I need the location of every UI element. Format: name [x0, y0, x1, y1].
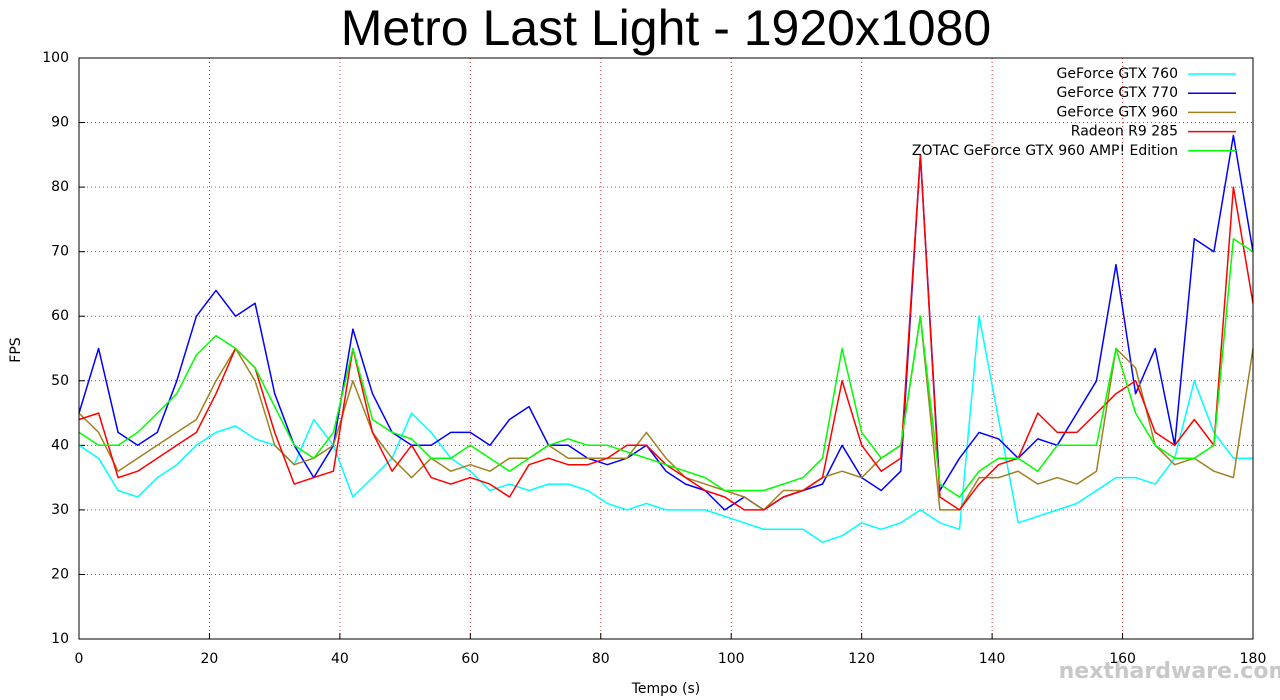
y-tick-label: 100 [42, 50, 69, 66]
y-tick-label: 60 [51, 308, 69, 324]
y-tick-label: 70 [51, 244, 69, 260]
series-line [78, 134, 1254, 511]
y-tick-label: 40 [51, 437, 69, 453]
x-tick-label: 180 [1240, 651, 1267, 667]
series-line [78, 315, 1254, 511]
x-tick-label: 0 [75, 651, 84, 667]
legend-label: GeForce GTX 760 [1057, 66, 1178, 82]
y-tick-label: 50 [51, 373, 69, 389]
legend-label: ZOTAC GeForce GTX 960 AMP! Edition [912, 143, 1178, 159]
y-tick-label: 30 [51, 502, 69, 518]
y-tick-label: 80 [51, 179, 69, 195]
series-line [78, 315, 1253, 543]
x-tick-label: 160 [1109, 651, 1136, 667]
x-tick-label: 140 [979, 651, 1006, 667]
x-tick-label: 100 [718, 651, 745, 667]
x-axis-label: Tempo (s) [631, 681, 701, 697]
x-tick-label: 60 [461, 651, 479, 667]
chart-title: Metro Last Light - 1920x1080 [341, 0, 991, 56]
y-tick-label: 90 [51, 115, 69, 131]
legend-label: Radeon R9 285 [1071, 124, 1178, 140]
y-axis-label: FPS [8, 337, 24, 362]
y-tick-label: 20 [51, 566, 69, 582]
series-line [78, 154, 1254, 511]
watermark: nexthardware.com [1059, 659, 1280, 684]
x-tick-label: 20 [201, 651, 219, 667]
legend-label: GeForce GTX 960 [1057, 104, 1178, 120]
x-tick-label: 80 [592, 651, 610, 667]
x-tick-label: 40 [331, 651, 349, 667]
plot-frame [78, 57, 1254, 640]
y-tick-label: 10 [51, 631, 69, 647]
series-line [78, 238, 1254, 498]
x-tick-label: 120 [848, 651, 875, 667]
legend-label: GeForce GTX 770 [1057, 85, 1178, 101]
